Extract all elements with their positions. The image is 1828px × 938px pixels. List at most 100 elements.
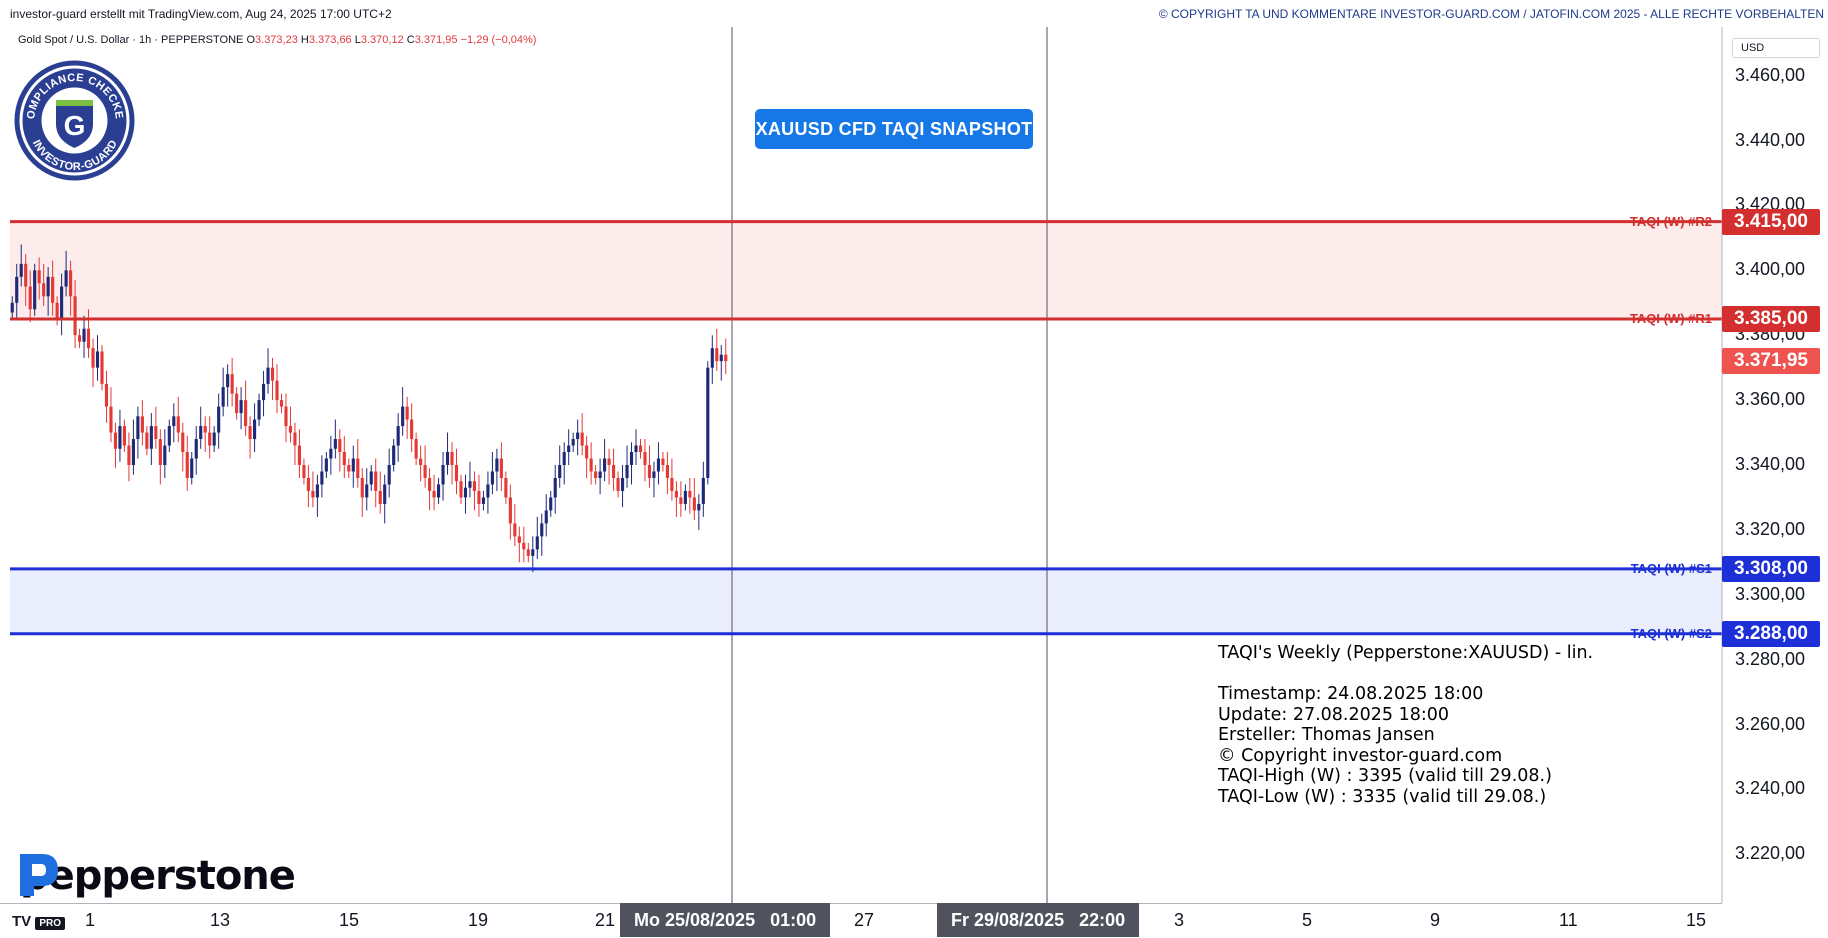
candle-body xyxy=(86,328,91,349)
candle-body xyxy=(661,458,665,465)
legend-open-label: O xyxy=(246,34,256,46)
candle-body xyxy=(410,419,414,440)
candle-body xyxy=(652,471,656,478)
candle-body xyxy=(136,416,140,440)
candle-body xyxy=(315,484,319,498)
candles-group xyxy=(10,244,728,573)
time-tick-label: 15 xyxy=(1686,910,1707,930)
candle-body xyxy=(378,490,382,504)
candle-body xyxy=(145,432,149,449)
candle-body xyxy=(279,400,284,407)
candle-body xyxy=(715,348,719,362)
candle-body xyxy=(656,458,661,472)
candle-body xyxy=(64,270,68,287)
candle-body xyxy=(140,416,144,433)
time-tick-label: 21 xyxy=(595,910,616,930)
candle-body xyxy=(419,458,423,465)
candle-body xyxy=(549,497,553,511)
time-tick-label: 27 xyxy=(854,910,875,930)
candle-body xyxy=(118,426,122,449)
candle-body xyxy=(616,477,620,491)
time-axis[interactable] xyxy=(0,903,1722,938)
price-tick-label: 3.340,00 xyxy=(1735,454,1806,474)
candle-body xyxy=(261,383,266,401)
candle-body xyxy=(302,465,306,478)
candle-body xyxy=(625,465,629,478)
legend-high: 3.373,66 xyxy=(308,34,352,46)
level-name-label: TAQI (W) #R2 xyxy=(1629,213,1712,229)
level-price-tag: 3.385,00 xyxy=(1722,306,1820,332)
last-price-tag: 3.371,95 xyxy=(1722,348,1820,375)
candle-body xyxy=(665,465,669,478)
candle-body xyxy=(167,426,171,446)
tv-logo-text: TV xyxy=(12,913,32,930)
candle-body xyxy=(163,445,167,465)
candle-body xyxy=(490,471,494,485)
candle-body xyxy=(463,487,468,498)
time-tick-label: 3 xyxy=(1174,910,1185,930)
candle-body xyxy=(342,452,346,465)
resistance-zone xyxy=(10,221,1722,319)
level-name-label: TAQI (W) #R1 xyxy=(1629,311,1712,326)
candle-body xyxy=(284,406,288,427)
info-line-8: TAQI-Low (W) : 3335 (valid till 29.08.) xyxy=(1218,786,1547,807)
legend-low: 3.370,12 xyxy=(360,34,404,46)
price-tick-label: 3.240,00 xyxy=(1735,778,1806,799)
candle-body xyxy=(131,439,135,465)
candle-body xyxy=(647,465,652,478)
candle-body xyxy=(82,328,86,342)
candle-body xyxy=(719,354,723,362)
candle-body xyxy=(697,503,701,511)
candle-body xyxy=(414,439,418,459)
candle-body xyxy=(603,458,607,472)
candle-body xyxy=(324,458,328,472)
candle-body xyxy=(629,452,634,465)
candle-body xyxy=(46,276,50,297)
compliance-badge-icon: COMPLIANCE CHECKED INVESTOR-GUARD G xyxy=(12,58,135,181)
candle-body xyxy=(638,445,643,453)
candle-body xyxy=(531,549,535,556)
candle-body xyxy=(51,276,55,303)
time-tick-label: 11 xyxy=(1559,910,1578,930)
candle-body xyxy=(504,477,508,498)
candle-body xyxy=(423,465,427,478)
symbol-name: Gold Spot / U.S. Dollar · 1h · PEPPERSTO… xyxy=(18,34,244,46)
candle-body xyxy=(55,302,59,319)
candle-body xyxy=(95,351,100,368)
candle-body xyxy=(436,484,441,498)
candle-body xyxy=(576,432,580,440)
candle-body xyxy=(320,471,324,485)
candle-body xyxy=(571,439,575,446)
candle-body xyxy=(558,465,562,478)
info-line-3: Timestamp: 24.08.2025 18:00 xyxy=(1218,684,1484,704)
candle-body xyxy=(270,367,275,381)
candle-body xyxy=(113,432,118,449)
candle-body xyxy=(248,426,252,440)
info-line-6: © Copyright investor-guard.com xyxy=(1218,745,1503,766)
time-tick-label: 1 xyxy=(85,910,96,930)
candle-body xyxy=(499,458,503,478)
time-tick-label: 13 xyxy=(210,910,231,930)
info-line-7: TAQI-High (W) : 3395 (valid till 29.08.) xyxy=(1218,766,1552,786)
candle-body xyxy=(356,458,360,478)
candle-body xyxy=(567,445,571,453)
candle-body xyxy=(252,419,257,440)
candle-body xyxy=(517,536,521,543)
candle-body xyxy=(634,445,638,453)
candle-body xyxy=(109,406,113,433)
candle-body xyxy=(37,270,41,284)
candle-body xyxy=(450,452,454,465)
currency-selector[interactable]: USD xyxy=(1732,38,1820,58)
time-tick-label: 9 xyxy=(1430,910,1441,930)
crosshair-time-label: Fr 29/08/2025 22:00 xyxy=(937,903,1140,937)
candle-body xyxy=(445,452,450,465)
candle-body xyxy=(710,348,714,368)
candle-body xyxy=(387,465,391,485)
candle-body xyxy=(585,445,589,459)
candle-body xyxy=(383,484,387,504)
snapshot-button[interactable]: XAUUSD CFD TAQI SNAPSHOT xyxy=(755,109,1033,149)
candle-body xyxy=(306,477,310,491)
crosshair-time-label: Mo 25/08/2025 01:00 xyxy=(620,903,831,937)
candle-body xyxy=(468,481,472,488)
